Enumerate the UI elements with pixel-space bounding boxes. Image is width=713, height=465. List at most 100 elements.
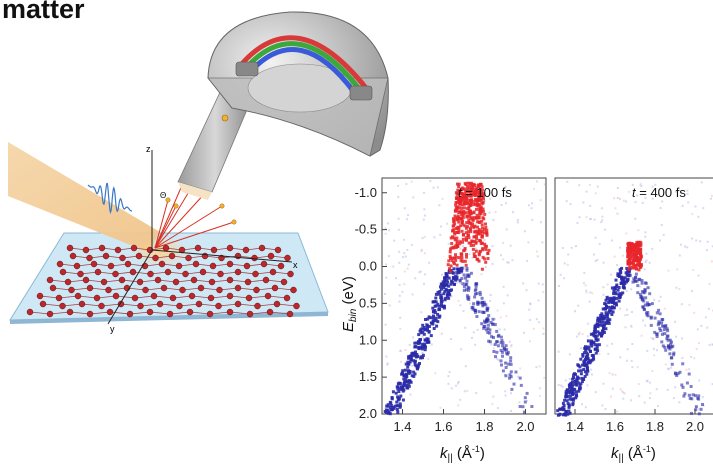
noise-pixel <box>578 331 581 334</box>
noise-pixel <box>418 271 421 274</box>
band-pixel <box>414 350 417 354</box>
noise-pixel <box>561 247 564 249</box>
band-pixel <box>435 324 439 328</box>
excited-pixel <box>628 245 631 249</box>
band-pixel <box>620 280 624 284</box>
band-pixel <box>465 288 468 292</box>
band-pixel <box>497 333 501 337</box>
excited-pixel <box>626 249 630 253</box>
lattice-atom <box>188 292 196 300</box>
band-pixel <box>604 327 608 331</box>
noise-pixel <box>710 194 713 197</box>
excited-pixel <box>628 253 632 257</box>
lattice-atom <box>98 244 106 252</box>
excited-pixel <box>633 248 637 252</box>
band-pixel <box>568 386 572 390</box>
band-pixel <box>413 354 417 358</box>
lattice-atom <box>49 284 57 292</box>
noise-pixel <box>601 215 604 218</box>
noise-pixel <box>398 261 401 264</box>
noise-pixel <box>488 211 491 214</box>
noise-pixel <box>582 282 585 285</box>
excited-pixel <box>470 186 474 189</box>
excited-pixel <box>467 241 471 245</box>
band-pixel <box>576 381 580 385</box>
band-pixel <box>568 411 572 415</box>
excited-pixel <box>452 236 456 240</box>
noise-pixel <box>648 261 651 264</box>
noise-pixel <box>624 314 627 317</box>
excited-pixel <box>460 203 464 207</box>
noise-pixel <box>535 366 538 369</box>
band-pixel <box>443 284 447 287</box>
band-pixel <box>612 289 616 293</box>
band-pixel <box>389 406 393 409</box>
noise-pixel <box>528 204 530 207</box>
band-pixel <box>455 271 459 275</box>
band-pixel <box>584 346 588 350</box>
noise-pixel <box>697 215 700 218</box>
noise-pixel <box>466 389 469 392</box>
band-pixel <box>665 327 669 331</box>
noise-pixel <box>464 365 467 368</box>
lattice-bond <box>209 311 231 315</box>
noise-pixel <box>496 309 499 312</box>
band-pixel <box>601 307 605 311</box>
band-pixel <box>592 333 596 337</box>
band-pixel <box>622 286 626 290</box>
band-pixel <box>395 408 399 411</box>
band-pixel <box>391 390 395 394</box>
noise-pixel <box>697 274 700 277</box>
excited-pixel <box>455 239 459 243</box>
excited-pixel <box>468 183 472 187</box>
band-pixel <box>501 354 504 358</box>
noise-pixel <box>510 344 513 347</box>
excited-pixel <box>460 221 464 224</box>
excited-pixel <box>460 198 464 202</box>
excited-pixel <box>465 195 468 199</box>
noise-pixel <box>497 359 500 362</box>
noise-pixel <box>446 222 449 225</box>
noise-pixel <box>702 207 705 210</box>
band-pixel <box>678 370 682 374</box>
excited-pixel <box>630 255 634 259</box>
noise-pixel <box>611 373 614 376</box>
noise-pixel <box>602 261 605 264</box>
band-pixel <box>566 412 570 416</box>
lattice-bond <box>69 311 91 315</box>
excited-pixel <box>458 240 462 244</box>
noise-pixel <box>634 201 637 204</box>
noise-pixel <box>432 186 435 189</box>
noise-pixel <box>472 331 475 334</box>
excited-pixel <box>476 225 479 229</box>
band-pixel <box>491 317 495 321</box>
lattice-atom <box>156 300 164 308</box>
lattice-atom <box>271 284 279 292</box>
excited-pixel <box>627 242 631 246</box>
pump-laser-beam <box>8 142 160 252</box>
band-pixel <box>563 412 566 416</box>
lattice-bond <box>269 311 291 315</box>
band-pixel <box>567 403 571 407</box>
band-pixel <box>567 405 571 409</box>
excited-pixel <box>638 263 642 267</box>
excited-pixel <box>634 251 638 255</box>
noise-pixel <box>649 303 652 306</box>
band-pixel <box>406 369 410 373</box>
band-pixel <box>579 382 583 386</box>
excited-pixel <box>478 194 482 198</box>
noise-pixel <box>558 285 560 287</box>
noise-pixel <box>448 371 451 373</box>
lattice-atom <box>246 310 254 318</box>
noise-pixel <box>419 270 422 273</box>
x-axis-ticks: 1.4 1.6 1.8 2.0 1.4 1.6 1.8 2.0 <box>393 409 704 434</box>
noise-pixel <box>700 324 703 327</box>
lattice-atom <box>100 278 108 286</box>
noise-pixel <box>471 256 474 259</box>
excited-pixel <box>481 226 484 230</box>
excited-pixel <box>637 268 641 272</box>
excited-pixel <box>473 224 477 228</box>
noise-pixel <box>484 266 487 268</box>
band-pixel <box>402 388 406 392</box>
noise-pixel <box>566 180 569 183</box>
